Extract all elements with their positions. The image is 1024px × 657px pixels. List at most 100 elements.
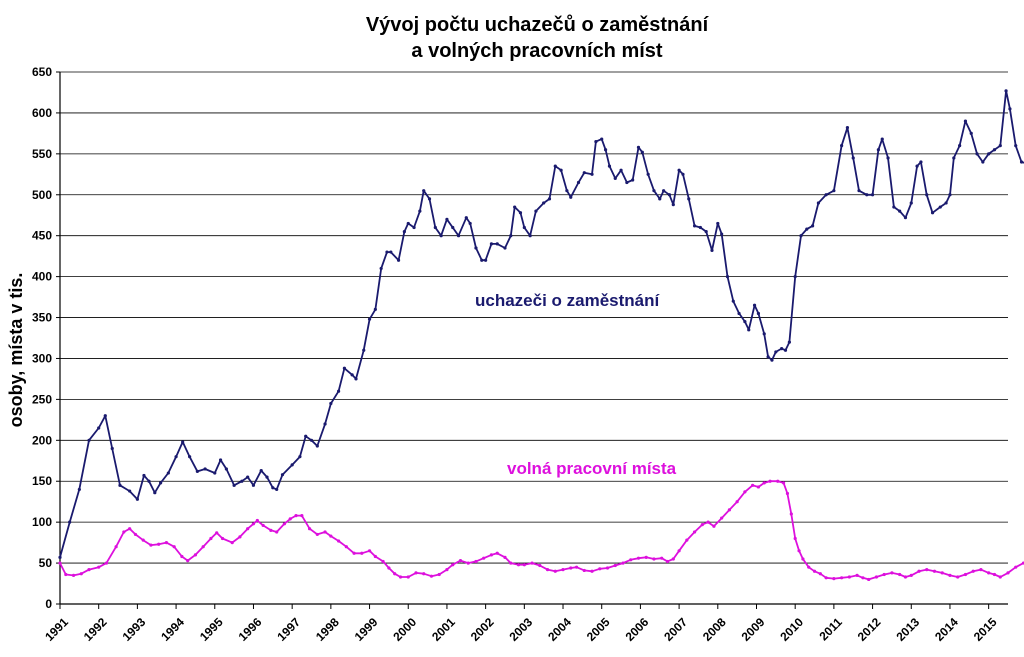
y-tick-label-400: 400	[32, 270, 52, 284]
data-point-uchazeci-123	[793, 275, 797, 279]
data-point-volna-mista-5	[97, 565, 101, 569]
data-point-uchazeci-16	[181, 440, 185, 444]
data-point-volna-mista-44	[373, 554, 377, 559]
data-point-volna-mista-34	[300, 514, 304, 518]
data-point-uchazeci-51	[406, 221, 410, 226]
data-point-uchazeci-119	[774, 350, 778, 354]
data-point-uchazeci-159	[1004, 89, 1008, 93]
x-tick-label-2007: 2007	[661, 615, 690, 644]
y-tick-label-300: 300	[32, 351, 52, 365]
data-point-volna-mista-113	[847, 575, 851, 579]
data-point-volna-mista-136	[1014, 565, 1018, 569]
data-point-volna-mista-92	[720, 516, 724, 520]
data-point-uchazeci-55	[427, 197, 432, 201]
chart-title: Vývoj počtu uchazečů o zaměstnání a voln…	[366, 14, 710, 62]
y-tick-label-150: 150	[32, 474, 52, 488]
data-point-uchazeci-2	[77, 487, 81, 492]
data-point-uchazeci-39	[336, 389, 341, 393]
data-point-volna-mista-18	[193, 553, 198, 557]
data-point-uchazeci-22	[224, 467, 228, 471]
data-point-volna-mista-52	[429, 574, 434, 578]
data-point-uchazeci-88	[613, 176, 617, 180]
data-point-volna-mista-132	[987, 571, 991, 575]
data-point-uchazeci-113	[747, 328, 751, 332]
data-point-volna-mista-62	[503, 555, 507, 559]
data-point-uchazeci-40	[342, 366, 346, 370]
data-point-uchazeci-6	[110, 446, 114, 451]
data-point-uchazeci-47	[385, 250, 389, 254]
data-point-uchazeci-129	[832, 189, 836, 193]
data-point-uchazeci-21	[218, 458, 223, 462]
data-point-uchazeci-42	[354, 377, 358, 381]
data-point-uchazeci-4	[97, 426, 101, 430]
data-point-uchazeci-24	[240, 479, 244, 483]
data-point-uchazeci-70	[513, 205, 517, 209]
data-point-volna-mista-42	[360, 551, 364, 555]
data-point-uchazeci-36	[315, 444, 319, 448]
data-point-uchazeci-45	[373, 307, 377, 311]
data-point-volna-mista-58	[474, 559, 478, 564]
data-point-uchazeci-15	[174, 455, 178, 459]
data-point-volna-mista-3	[79, 572, 83, 576]
x-tick-label-2014: 2014	[932, 615, 961, 644]
data-point-uchazeci-143	[915, 164, 919, 168]
x-tick-label-2000: 2000	[390, 615, 419, 644]
data-point-uchazeci-37	[323, 422, 327, 426]
data-point-volna-mista-135	[1006, 571, 1010, 575]
data-point-volna-mista-137	[1021, 561, 1024, 565]
data-point-uchazeci-58	[445, 217, 449, 221]
data-point-uchazeci-11	[147, 479, 151, 483]
data-point-uchazeci-54	[422, 189, 426, 193]
data-point-volna-mista-93	[727, 508, 732, 512]
data-point-uchazeci-27	[259, 468, 263, 473]
data-point-volna-mista-89	[700, 523, 704, 527]
data-point-uchazeci-120	[780, 347, 784, 351]
data-point-uchazeci-34	[304, 434, 308, 438]
data-point-volna-mista-128	[956, 575, 960, 579]
data-point-volna-mista-67	[538, 563, 542, 568]
data-point-volna-mista-111	[832, 577, 836, 581]
data-point-uchazeci-141	[903, 216, 908, 220]
data-point-volna-mista-83	[660, 556, 664, 560]
y-tick-label-600: 600	[32, 106, 52, 120]
data-point-uchazeci-156	[987, 152, 991, 156]
data-point-uchazeci-136	[876, 148, 880, 152]
data-point-uchazeci-1	[68, 520, 72, 524]
data-point-uchazeci-66	[489, 242, 494, 246]
data-point-uchazeci-93	[640, 150, 644, 154]
x-tick-label-1991: 1991	[42, 615, 71, 644]
data-point-volna-mista-80	[636, 556, 641, 560]
data-point-volna-mista-100	[776, 479, 780, 483]
data-point-volna-mista-25	[246, 527, 250, 531]
data-point-volna-mista-133	[992, 572, 997, 577]
data-point-volna-mista-39	[336, 539, 341, 543]
data-point-volna-mista-101	[781, 481, 786, 485]
data-point-volna-mista-66	[530, 561, 534, 565]
data-point-uchazeci-107	[716, 221, 720, 226]
data-point-uchazeci-86	[603, 148, 608, 152]
data-point-volna-mista-54	[445, 568, 449, 572]
data-point-uchazeci-32	[290, 463, 294, 467]
x-tick-label-1994: 1994	[158, 615, 187, 644]
data-point-volna-mista-13	[157, 542, 161, 546]
data-point-uchazeci-10	[142, 473, 146, 478]
data-point-volna-mista-50	[414, 571, 418, 575]
x-tick-label-2008: 2008	[700, 615, 729, 644]
data-point-uchazeci-97	[662, 189, 666, 193]
data-point-volna-mista-51	[422, 572, 426, 576]
data-point-uchazeci-155	[981, 160, 985, 164]
data-point-uchazeci-121	[783, 348, 788, 352]
data-point-volna-mista-45	[381, 559, 385, 564]
data-point-volna-mista-127	[948, 573, 952, 577]
data-point-uchazeci-65	[484, 258, 488, 262]
data-point-volna-mista-120	[898, 572, 902, 577]
data-point-volna-mista-81	[644, 555, 648, 559]
data-point-volna-mista-27	[255, 518, 259, 523]
data-point-uchazeci-101	[681, 172, 685, 176]
data-point-volna-mista-53	[437, 572, 441, 577]
data-point-uchazeci-89	[619, 168, 623, 172]
data-point-uchazeci-28	[265, 475, 269, 479]
x-tick-label-2009: 2009	[739, 615, 768, 644]
data-point-uchazeci-20	[213, 471, 217, 475]
